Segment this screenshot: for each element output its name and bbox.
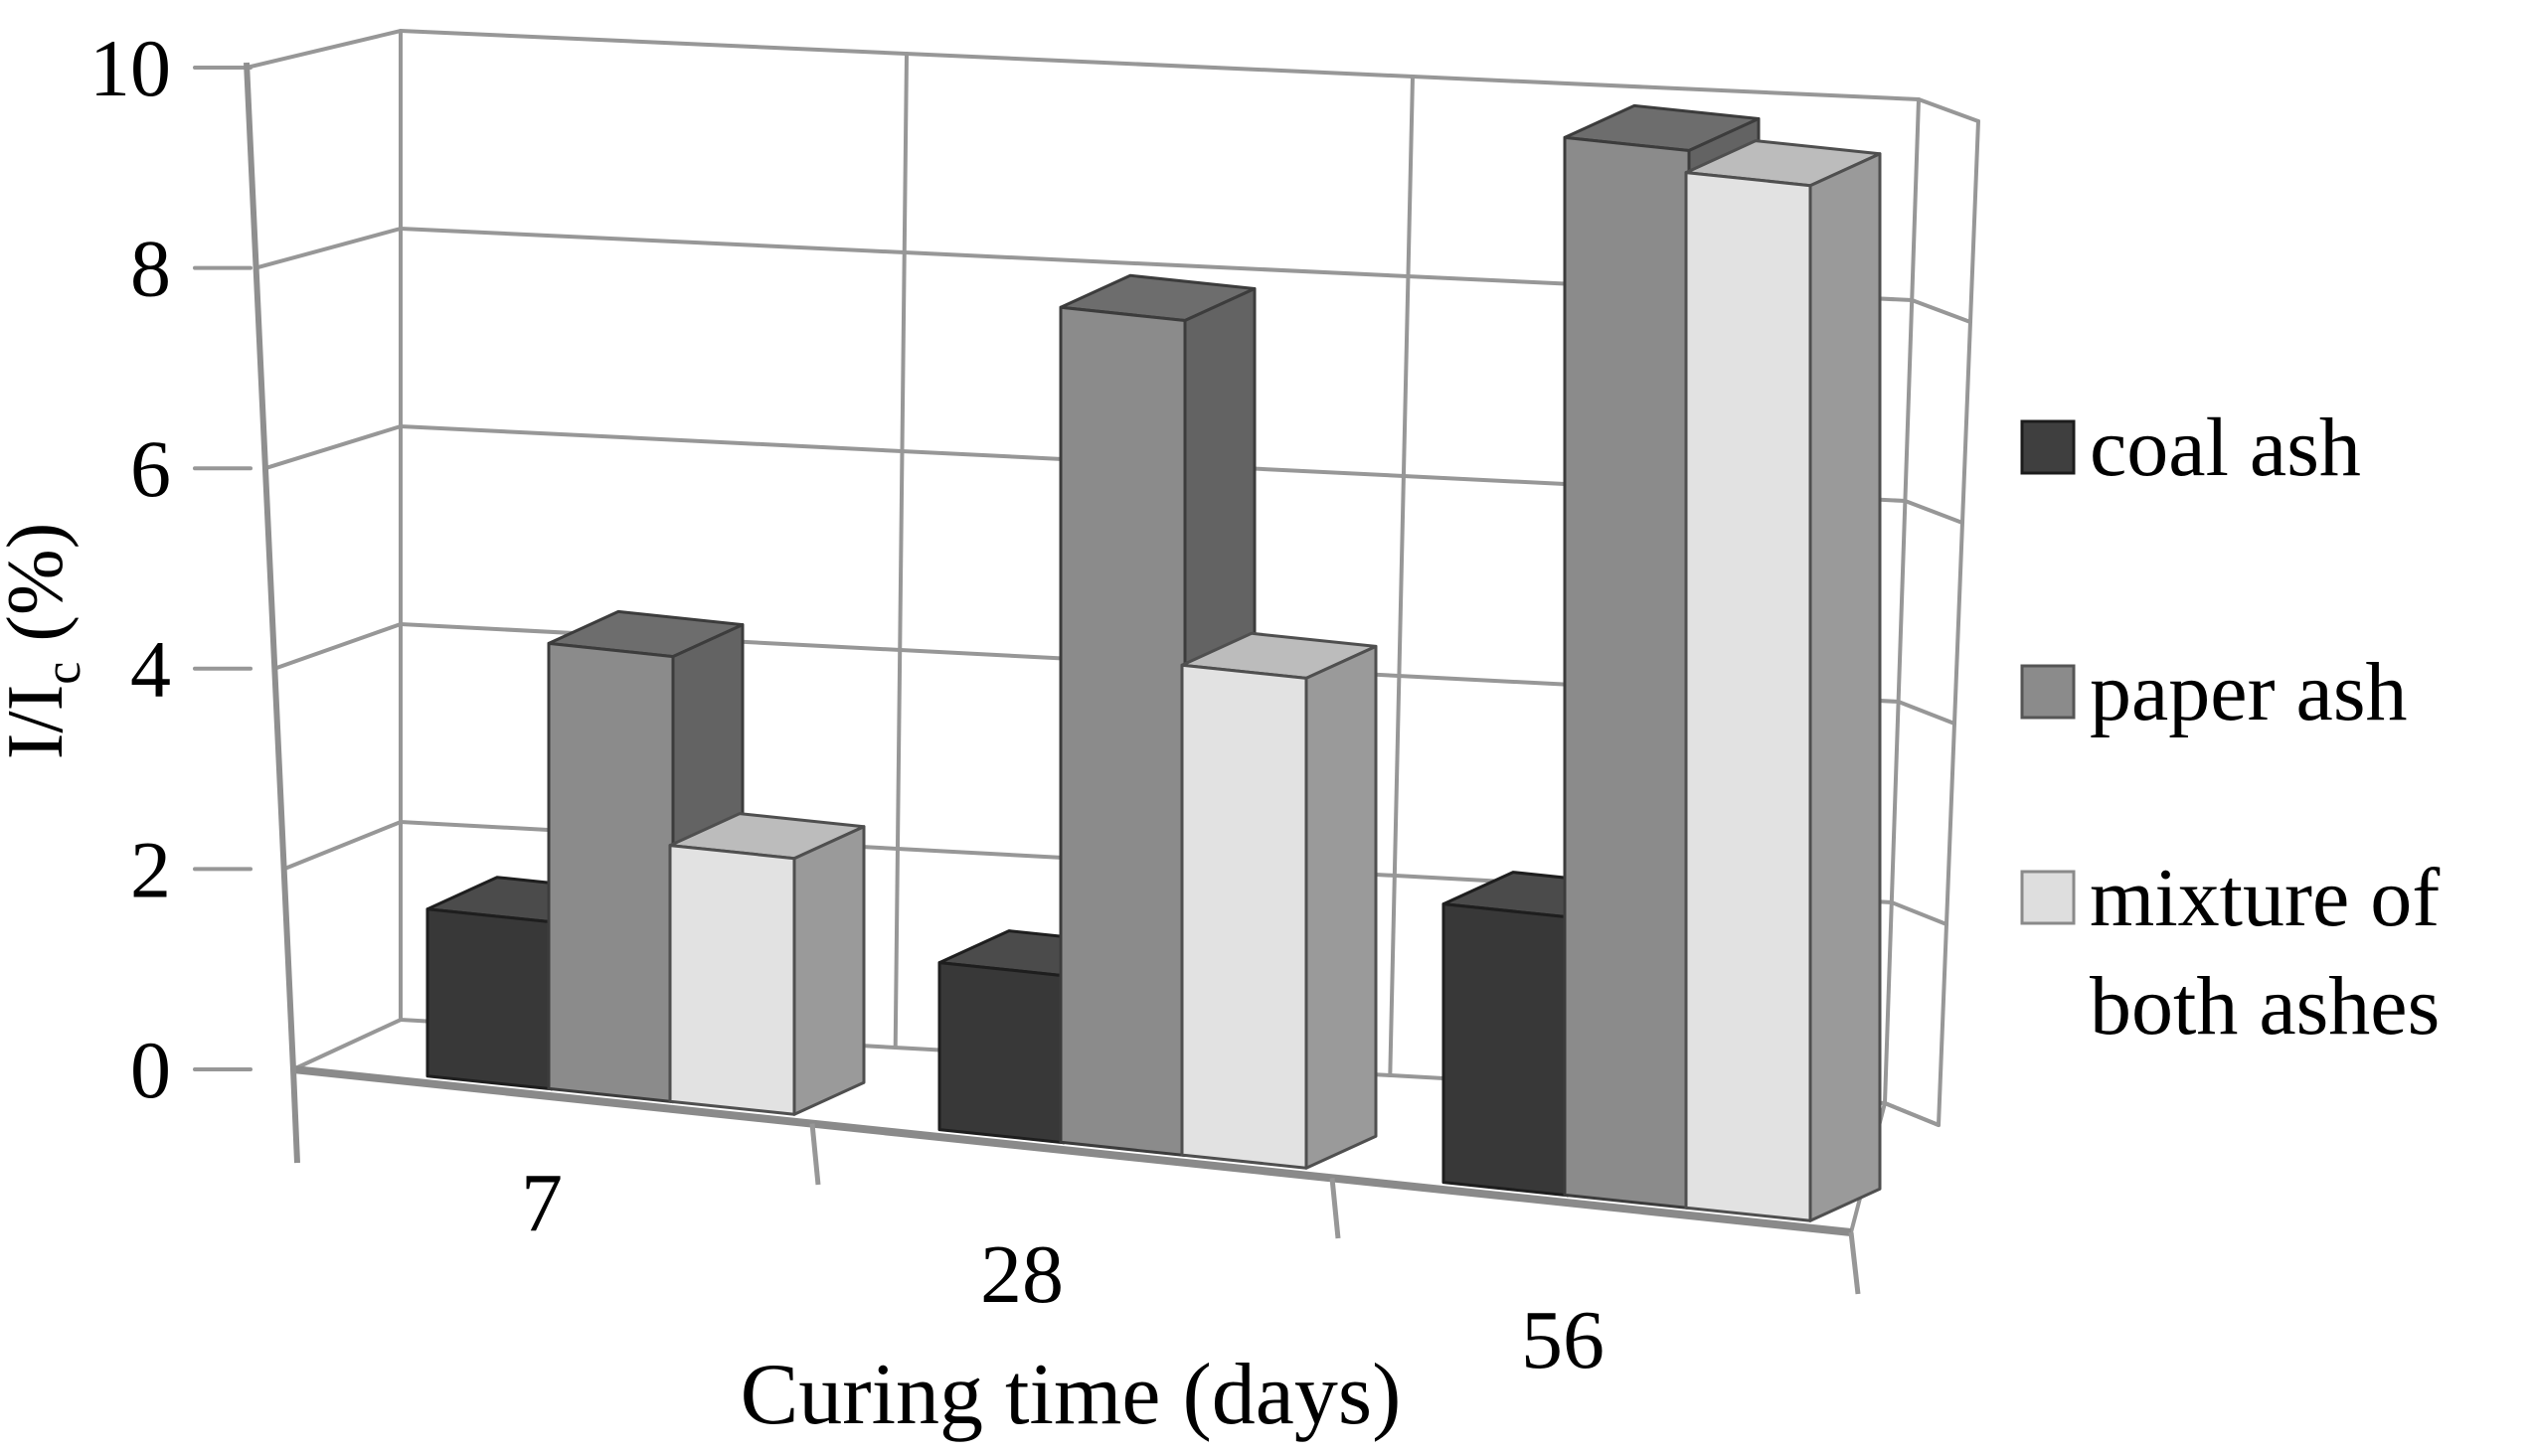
y-tick-label-4: 4 — [130, 624, 171, 715]
wall-right-edge — [1883, 97, 1921, 1105]
bar-mixture-of-both-ashes-7d — [668, 812, 866, 1116]
legend-swatch-coal-ash — [2020, 419, 2076, 475]
y-tick-label-2: 2 — [130, 824, 171, 914]
category-tick-end — [1848, 1231, 1861, 1295]
x-tick-label-7: 7 — [521, 1157, 563, 1249]
legend-item-mixture-of: mixture of both ashes — [2020, 852, 2440, 1052]
x-tick-label-28: 28 — [980, 1228, 1064, 1321]
gridline-10 — [245, 28, 1980, 123]
legend-label-line: paper ash — [2090, 646, 2408, 738]
x-tick-label-56: 56 — [1521, 1294, 1605, 1386]
bar-group-7 — [425, 609, 866, 1116]
legend-item-paper-ash: paper ash — [2020, 646, 2408, 738]
legend-swatch-paper-ash — [2020, 664, 2076, 720]
legend: coal ash paper ash mixture of both ashes — [2020, 402, 2440, 1052]
bar-side-face — [792, 825, 866, 1116]
bar-mixture-of-both-ashes-56d — [1684, 139, 1882, 1222]
bar-mixture-of-both-ashes-28d — [1180, 631, 1378, 1170]
bar-front-face — [1684, 171, 1812, 1222]
bar-front-face — [1180, 663, 1308, 1170]
floor-pane-edge — [1883, 1101, 1941, 1127]
y-axis-title: I/Ic (%) — [0, 523, 91, 760]
legend-swatch-mixture-of-both-ashes — [2020, 870, 2076, 925]
wall-category-separator-1 — [893, 52, 909, 1050]
bar-group-28 — [937, 273, 1378, 1170]
bar-front-face — [547, 641, 675, 1104]
category-axis-line — [292, 1065, 1852, 1236]
legend-item-coal-ash: coal ash — [2020, 402, 2361, 494]
legend-label-line: coal ash — [2090, 402, 2361, 494]
y-axis-line — [244, 62, 300, 1164]
side-pane-outer-edge — [1937, 119, 1980, 1127]
legend-label-line: both ashes — [2090, 960, 2440, 1052]
bar-front-face — [1059, 305, 1187, 1157]
gridline-8 — [254, 226, 1972, 324]
bar-front-face — [1441, 902, 1570, 1198]
bar-front-face — [425, 907, 554, 1091]
category-tick-after-cat-2 — [1329, 1178, 1341, 1239]
y-tick-label-10: 10 — [89, 23, 171, 113]
bar-front-face — [668, 844, 796, 1116]
legend-label-line: mixture of — [2090, 852, 2440, 944]
bar-side-face — [1304, 644, 1378, 1170]
wall-category-separator-2 — [1388, 75, 1415, 1077]
bar-front-face — [1563, 135, 1691, 1210]
y-tick-label-8: 8 — [130, 224, 171, 314]
x-axis-title: Curing time (days) — [741, 1347, 1402, 1443]
bar-group-56 — [1441, 103, 1882, 1222]
y-tick-label-0: 0 — [130, 1025, 171, 1115]
category-tick-after-cat-1 — [809, 1123, 821, 1186]
bar-side-face — [1808, 152, 1882, 1222]
y-tick-label-6: 6 — [130, 423, 171, 514]
bar-front-face — [937, 961, 1066, 1145]
